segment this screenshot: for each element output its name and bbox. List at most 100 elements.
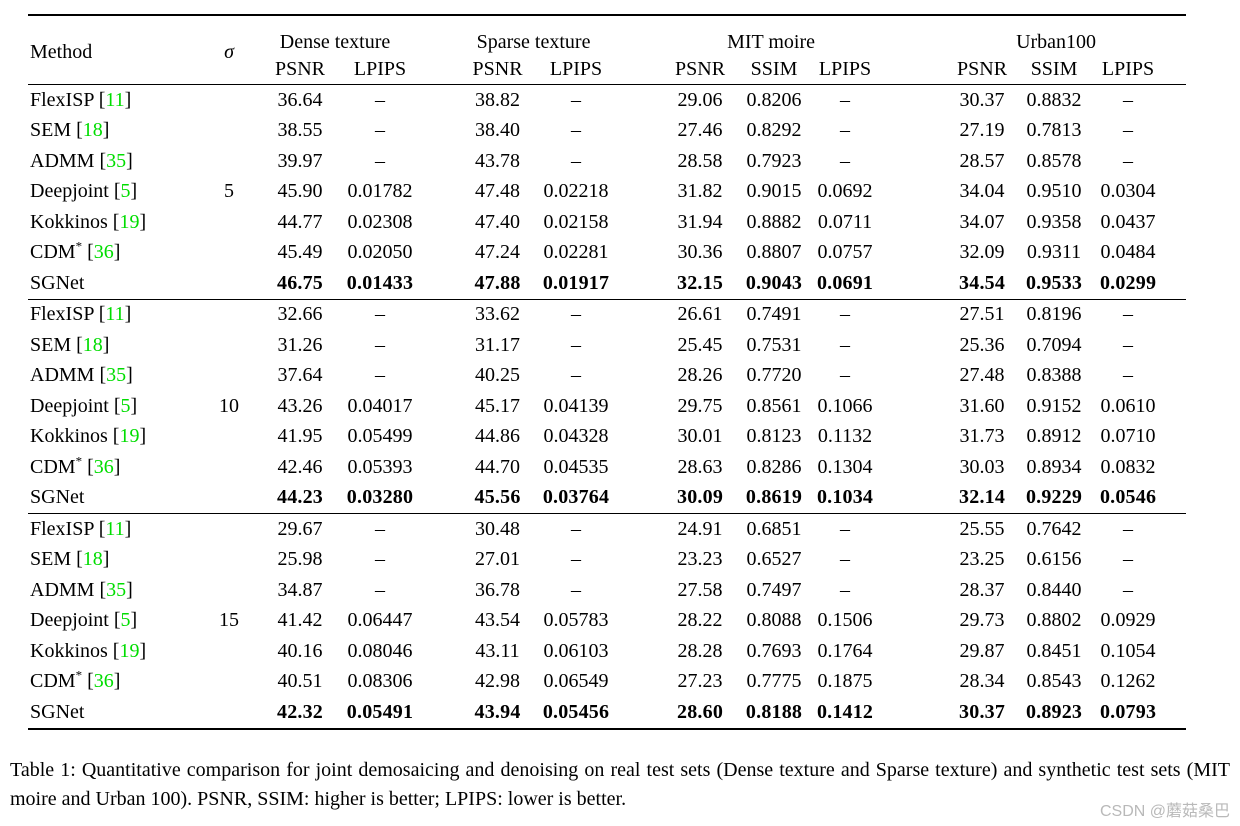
value-cell: 0.1262 — [1100, 670, 1156, 693]
sigma-value — [203, 207, 255, 238]
sigma-block-15: FlexISP [11] 29.67 – 30.48 – 24.91 0.6851 – 25.5… — [28, 513, 1187, 729]
value-cell: 34.54 — [959, 271, 1006, 294]
value-cell: – — [375, 149, 385, 172]
value-cell: – — [1123, 119, 1134, 142]
column-gap — [415, 606, 455, 637]
column-gap — [612, 268, 658, 299]
column-gap — [415, 545, 455, 576]
value-cell: 0.0793 — [1099, 700, 1157, 723]
col-header-mit-psnr: PSNR — [675, 57, 726, 80]
value-cell: – — [571, 333, 582, 356]
col-header-dense-lpips: LPIPS — [353, 57, 407, 80]
value-cell: 0.05393 — [347, 455, 413, 478]
value-cell: 0.9229 — [1025, 486, 1083, 509]
column-gap — [1170, 177, 1186, 208]
asterisk-marker: * — [75, 453, 83, 469]
value-cell: 44.23 — [277, 486, 323, 509]
value-cell: 0.0691 — [816, 271, 874, 294]
value-cell: – — [840, 149, 851, 172]
column-gap — [415, 299, 455, 330]
value-cell: 45.90 — [277, 180, 323, 203]
value-cell: 43.94 — [474, 700, 521, 723]
value-cell: 0.06103 — [543, 639, 609, 662]
column-gap — [415, 361, 455, 392]
column-gap — [884, 575, 942, 606]
column-gap — [884, 207, 942, 238]
sigma-value — [203, 330, 255, 361]
column-gap — [612, 697, 658, 729]
value-cell: 0.8292 — [746, 119, 802, 142]
column-gap — [884, 177, 942, 208]
column-gap — [415, 452, 455, 483]
value-cell: 29.87 — [959, 639, 1005, 662]
value-cell: 0.1066 — [817, 394, 873, 417]
value-cell: 34.87 — [277, 578, 323, 601]
column-gap — [612, 85, 658, 116]
column-gap — [1170, 391, 1186, 422]
value-cell: – — [375, 548, 385, 571]
value-cell: 38.40 — [475, 119, 521, 142]
value-cell: 0.1875 — [817, 670, 873, 693]
value-cell: 0.6851 — [746, 517, 802, 540]
sigma-value — [203, 545, 255, 576]
value-cell: – — [1123, 149, 1134, 172]
column-gap — [415, 422, 455, 453]
value-cell: 0.7775 — [746, 670, 802, 693]
group-header-urban100: Urban100 — [1016, 31, 1097, 53]
value-cell: – — [1123, 364, 1134, 387]
value-cell: 27.01 — [475, 548, 521, 571]
column-gap — [1170, 299, 1186, 330]
citation-ref: 36 — [93, 241, 114, 264]
column-gap — [415, 391, 455, 422]
value-cell: 0.01917 — [542, 271, 610, 294]
column-gap — [884, 697, 942, 729]
table-row-deepjoint: Deepjoint [5] 5 45.90 0.01782 47.48 0.02218 31… — [28, 177, 1186, 208]
value-cell: 45.56 — [474, 486, 521, 509]
table-row-cdm: CDM* [36] 45.49 0.02050 47.24 0.02281 30.36 0.… — [28, 238, 1186, 269]
column-gap — [1170, 238, 1186, 269]
value-cell: 32.14 — [959, 486, 1006, 509]
value-cell: 47.40 — [475, 210, 521, 233]
value-cell: 25.55 — [959, 517, 1005, 540]
column-gap — [415, 697, 455, 729]
value-cell: 30.36 — [677, 241, 723, 264]
table-row-deepjoint: Deepjoint [5] 10 43.26 0.04017 45.17 0.04139 2… — [28, 391, 1186, 422]
value-cell: – — [571, 303, 582, 326]
value-cell: 0.0692 — [817, 180, 873, 203]
sigma-value — [203, 452, 255, 483]
table-row-deepjoint: Deepjoint [5] 15 41.42 0.06447 43.54 0.05783 2… — [28, 606, 1186, 637]
asterisk-marker: * — [75, 238, 83, 254]
value-cell: – — [1123, 88, 1134, 111]
method-label: Deepjoint [5] — [30, 609, 138, 632]
value-cell: 47.48 — [475, 180, 521, 203]
column-gap — [1170, 667, 1186, 698]
metric-header-row: PSNR LPIPS PSNR LPIPS PSNR SSIM LPIPS PS… — [28, 54, 1186, 85]
table-row-admm: ADMM [35] 37.64 – 40.25 – 28.26 0.7720 – 27.48 0.… — [28, 361, 1186, 392]
column-gap — [1170, 545, 1186, 576]
group-header-dense-texture: Dense texture — [279, 31, 391, 53]
column-gap — [415, 207, 455, 238]
group-header-sparse-texture: Sparse texture — [476, 31, 591, 53]
sigma-value — [203, 238, 255, 269]
citation-ref: 18 — [82, 333, 103, 356]
sigma-value — [203, 299, 255, 330]
citation-ref: 35 — [106, 364, 127, 387]
method-label: Deepjoint [5] — [30, 394, 138, 417]
value-cell: 0.8882 — [746, 210, 802, 233]
value-cell: – — [1123, 333, 1134, 356]
value-cell: 0.8923 — [1025, 700, 1083, 723]
value-cell: – — [375, 88, 385, 111]
value-cell: 38.55 — [277, 119, 323, 142]
method-label: FlexISP [11] — [30, 303, 132, 326]
table-row-flexisp: FlexISP [11] 32.66 – 33.62 – 26.61 0.7491 – 27.5… — [28, 299, 1186, 330]
column-gap — [884, 483, 942, 514]
value-cell: 30.48 — [475, 517, 521, 540]
value-cell: – — [375, 364, 385, 387]
value-cell: 0.02050 — [347, 241, 413, 264]
col-header-method: Method — [30, 40, 93, 63]
citation-ref: 19 — [119, 425, 140, 448]
table-row-kokkinos: Kokkinos [19] 40.16 0.08046 43.11 0.06103 28.… — [28, 636, 1186, 667]
value-cell: 28.22 — [677, 609, 723, 632]
method-label: FlexISP [11] — [30, 88, 132, 111]
